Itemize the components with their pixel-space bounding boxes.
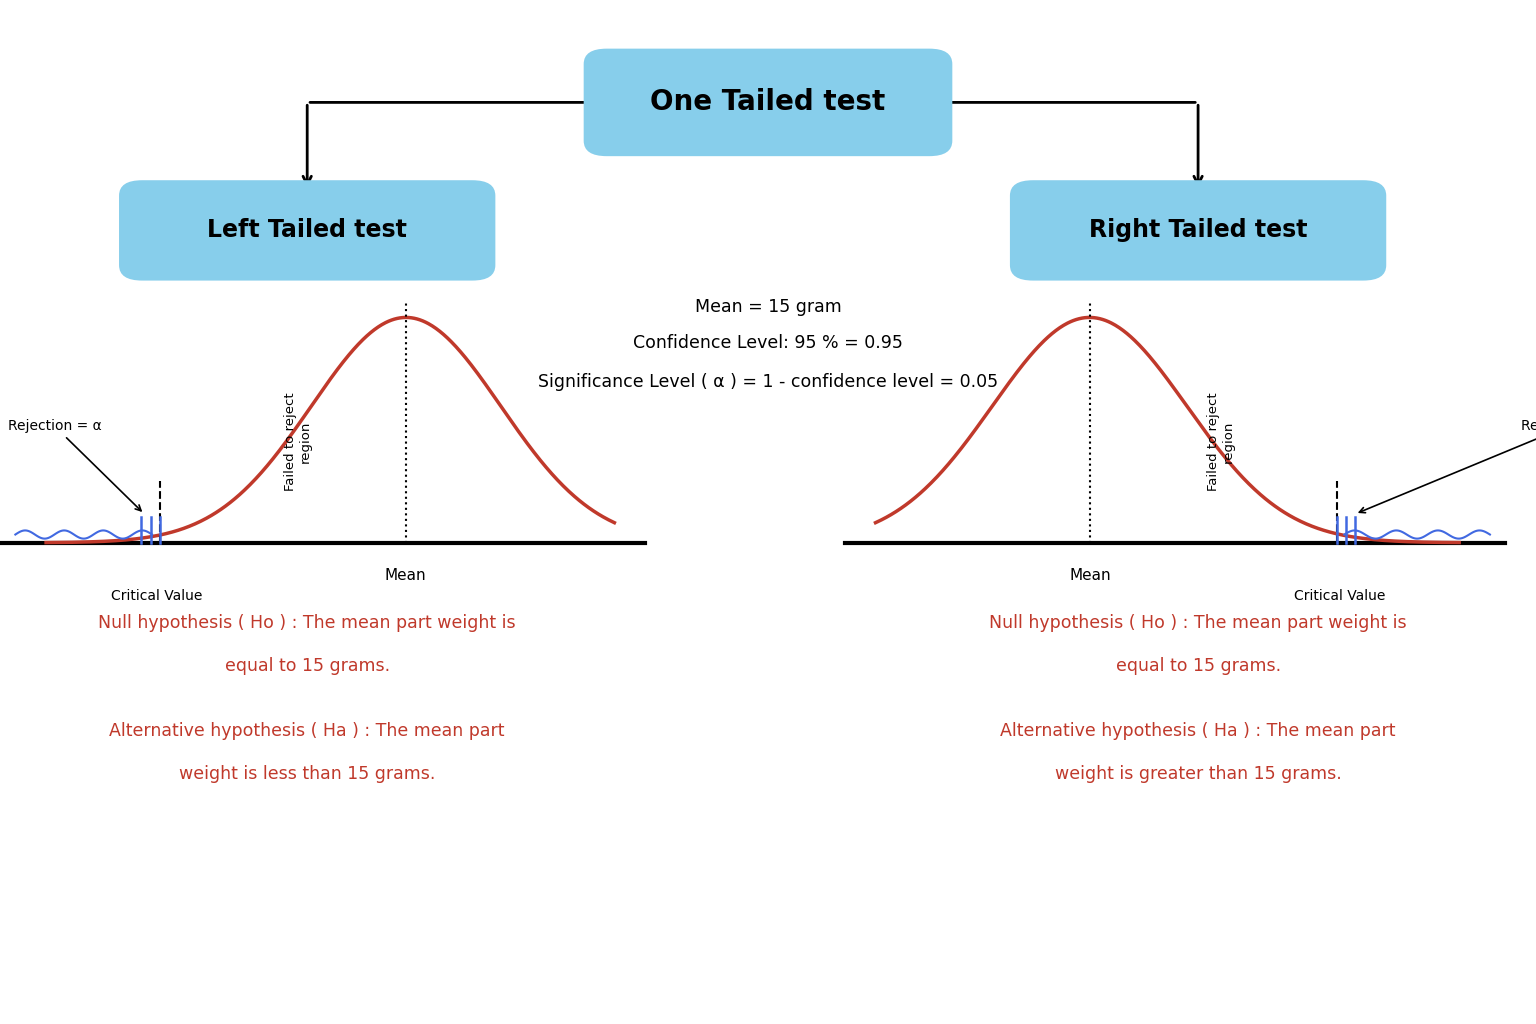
Text: Left Tailed test: Left Tailed test (207, 218, 407, 243)
Text: equal to 15 grams.: equal to 15 grams. (224, 657, 390, 676)
FancyBboxPatch shape (120, 180, 495, 281)
Text: Alternative hypothesis ( Ha ) : The mean part: Alternative hypothesis ( Ha ) : The mean… (1000, 722, 1396, 740)
FancyBboxPatch shape (1011, 180, 1385, 281)
Text: Right Tailed test: Right Tailed test (1089, 218, 1307, 243)
Text: Confidence Level: 95 % = 0.95: Confidence Level: 95 % = 0.95 (633, 334, 903, 352)
Text: Mean: Mean (1069, 568, 1111, 584)
Text: Null hypothesis ( Ho ) : The mean part weight is: Null hypothesis ( Ho ) : The mean part w… (98, 614, 516, 633)
Text: Failed to reject
region: Failed to reject region (284, 392, 312, 490)
FancyBboxPatch shape (584, 48, 952, 156)
Text: Mean: Mean (386, 568, 427, 584)
Text: Rejection = α: Rejection = α (1359, 419, 1536, 513)
Text: Critical Value: Critical Value (111, 589, 203, 603)
Text: Significance Level ( α ) = 1 - confidence level = 0.05: Significance Level ( α ) = 1 - confidenc… (538, 373, 998, 391)
Text: weight is less than 15 grams.: weight is less than 15 grams. (180, 765, 435, 783)
Text: Alternative hypothesis ( Ha ) : The mean part: Alternative hypothesis ( Ha ) : The mean… (109, 722, 505, 740)
Text: One Tailed test: One Tailed test (650, 88, 886, 117)
Text: Rejection = α: Rejection = α (8, 419, 141, 511)
Text: Failed to reject
region: Failed to reject region (1207, 392, 1235, 490)
Text: weight is greater than 15 grams.: weight is greater than 15 grams. (1055, 765, 1341, 783)
Text: Null hypothesis ( Ho ) : The mean part weight is: Null hypothesis ( Ho ) : The mean part w… (989, 614, 1407, 633)
Text: Critical Value: Critical Value (1293, 589, 1385, 603)
Text: equal to 15 grams.: equal to 15 grams. (1115, 657, 1281, 676)
Text: Mean = 15 gram: Mean = 15 gram (694, 298, 842, 316)
